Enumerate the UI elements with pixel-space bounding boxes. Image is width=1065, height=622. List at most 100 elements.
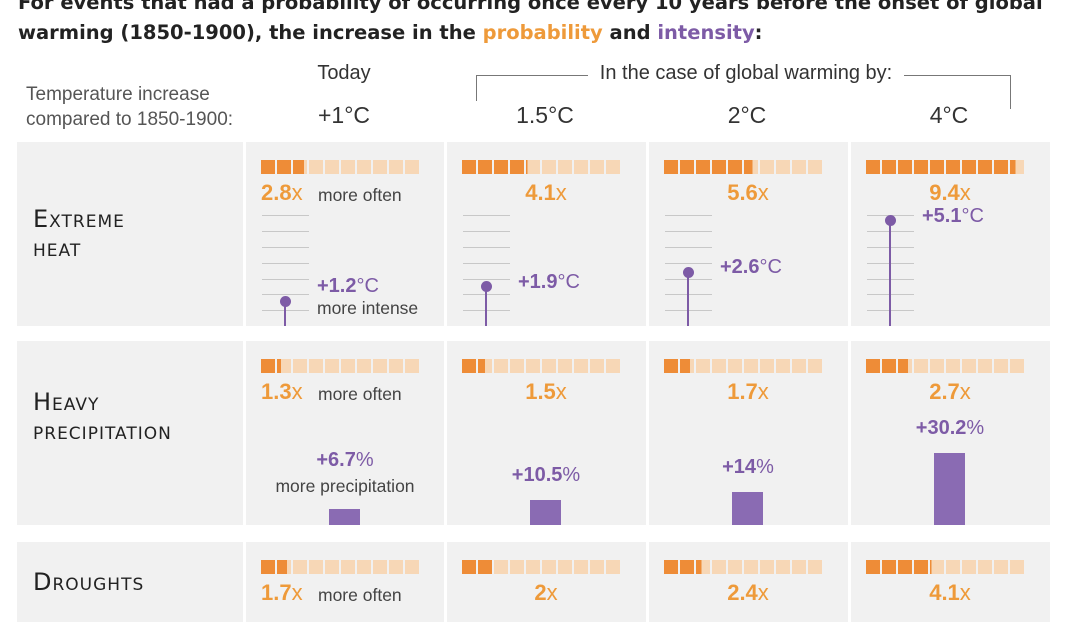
intensity-number: +14	[722, 455, 757, 478]
multiplier-value: 2.7	[929, 379, 960, 404]
probability-square	[373, 560, 387, 574]
probability-squares	[261, 160, 419, 174]
probability-squares	[664, 560, 822, 574]
probability-squares	[261, 560, 419, 574]
intensity-gridline	[665, 215, 712, 217]
intensity-gridline	[665, 262, 712, 264]
row-label: Extreme heat	[33, 205, 125, 263]
probability-square	[590, 560, 604, 574]
multiplier-value: 1.3	[261, 379, 292, 404]
intensity-stem	[485, 286, 487, 326]
intensity-stem	[889, 220, 891, 326]
intensity-note: more precipitation	[275, 476, 415, 497]
probability-square	[293, 560, 307, 574]
probability-square	[696, 359, 710, 373]
probability-note: more often	[318, 585, 402, 605]
intensity-unit: %	[562, 463, 581, 486]
intensity-value: +2.6°C	[720, 256, 782, 279]
headline-and: and	[602, 21, 658, 44]
headline: For events that had a probability of occ…	[18, 0, 1058, 48]
intensity-gridline	[463, 278, 510, 280]
probability-square	[712, 160, 726, 174]
probability-square	[792, 560, 806, 574]
intensity-value: +30.2%	[890, 417, 1010, 440]
probability-square	[558, 359, 572, 373]
row-label: Heavy precipitation	[33, 388, 172, 446]
multiplier-x: x	[757, 180, 769, 205]
probability-square	[680, 560, 694, 574]
probability-square	[664, 160, 678, 174]
intensity-gridline	[262, 247, 309, 248]
probability-square	[792, 160, 806, 174]
probability-square	[760, 359, 774, 373]
probability-squares	[866, 160, 1024, 174]
probability-square	[373, 160, 387, 174]
multiplier-x: x	[291, 379, 303, 404]
probability-square	[776, 160, 790, 174]
probability-square	[277, 359, 291, 373]
multiplier-value: 1.7	[727, 379, 758, 404]
probability-square	[978, 359, 992, 373]
probability-square	[882, 560, 896, 574]
intensity-value: +5.1°C	[922, 205, 984, 228]
multiplier-value: 4.1	[525, 180, 556, 205]
column-header-3: 2°C	[727, 102, 767, 128]
temperature-label-line1: Temperature increase	[26, 84, 210, 105]
probability-square	[744, 359, 758, 373]
probability-squares	[261, 359, 419, 373]
probability-square	[914, 160, 928, 174]
row-label: Droughts	[33, 568, 144, 597]
probability-square	[680, 359, 694, 373]
intensity-gridline	[463, 247, 510, 248]
column-divider	[444, 542, 447, 622]
probability-square	[866, 160, 880, 174]
precipitation-bar	[530, 499, 561, 525]
intensity-gridline	[665, 247, 712, 248]
row-label-line1: Extreme	[33, 205, 125, 233]
multiplier-x: x	[959, 379, 971, 404]
probability-square	[478, 160, 492, 174]
probability-square	[696, 560, 710, 574]
probability-square	[664, 359, 678, 373]
probability-square	[946, 359, 960, 373]
probability-square	[994, 359, 1008, 373]
temperature-label: Temperature increase compared to 1850-19…	[26, 82, 233, 132]
probability-square	[325, 560, 339, 574]
probability-square	[776, 560, 790, 574]
column-divider	[243, 542, 246, 622]
probability-multiplier: 2x	[506, 580, 586, 606]
intensity-number: +30.2	[915, 417, 967, 439]
probability-square	[389, 560, 403, 574]
probability-square	[1010, 359, 1024, 373]
intensity-gridline	[463, 231, 510, 233]
row-label-line2: precipitation	[33, 417, 172, 445]
probability-square	[994, 160, 1008, 174]
probability-multiplier: 1.3x	[261, 379, 303, 405]
probability-square	[462, 160, 476, 174]
intensity-value: +10.5%	[486, 464, 606, 487]
multiplier-value: 9.4	[929, 180, 960, 205]
column-header-4: 4°C	[929, 102, 969, 128]
column-divider	[848, 341, 851, 525]
multiplier-x: x	[555, 180, 567, 205]
precipitation-bar	[329, 509, 360, 525]
probability-square	[792, 359, 806, 373]
probability-squares	[866, 359, 1024, 373]
probability-square	[866, 560, 880, 574]
probability-square	[728, 359, 742, 373]
probability-square	[494, 560, 508, 574]
probability-square	[696, 160, 710, 174]
probability-square	[309, 160, 323, 174]
probability-square	[526, 160, 540, 174]
intensity-gridline	[463, 215, 510, 217]
probability-square	[574, 560, 588, 574]
intensity-gridline	[463, 262, 510, 264]
intensity-gridline	[262, 294, 309, 296]
intensity-number: +1.9	[518, 270, 558, 293]
probability-square	[882, 160, 896, 174]
multiplier-x: x	[959, 180, 971, 205]
probability-multiplier: 9.4x	[910, 180, 990, 206]
probability-square	[510, 560, 524, 574]
column-divider	[848, 542, 851, 622]
probability-multiplier: 1.5x	[506, 379, 586, 405]
